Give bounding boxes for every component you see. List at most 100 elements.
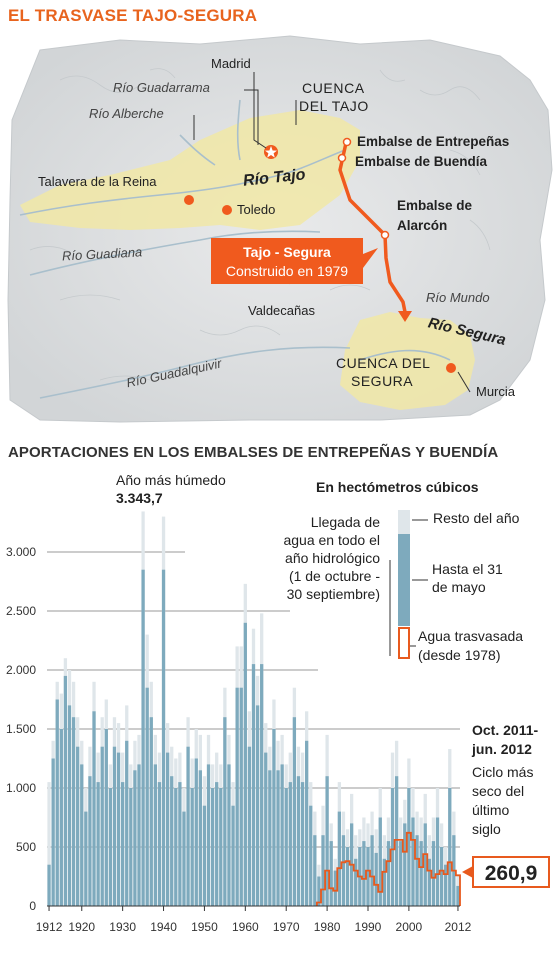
rio-guadarrama-label: Río Guadarrama: [113, 80, 210, 95]
bar-spring-2000: [407, 788, 411, 906]
legend-trasv-label-1: Agua trasvasada: [418, 628, 523, 644]
bar-total-2012: [456, 875, 460, 906]
bar-total-1976: [309, 782, 313, 906]
bar-total-1989: [362, 817, 366, 906]
bar-total-1915: [59, 693, 63, 906]
tajo-river-line: [19, 149, 346, 216]
bar-total-2010: [448, 749, 452, 906]
x-tick-label: 1970: [273, 920, 300, 934]
bar-total-1941: [165, 723, 170, 906]
bar-total-1980: [325, 734, 329, 906]
bar-spring-2010: [448, 788, 452, 906]
rio-guadiana-label: Río Guadiana: [62, 244, 143, 263]
map: Madrid Río Guadarrama Río Alberche CUENC…: [7, 35, 553, 423]
bar-spring-1982: [333, 870, 337, 906]
bar-total-1968: [276, 740, 280, 906]
bar-total-1994: [382, 835, 386, 906]
bar-total-1942: [170, 746, 174, 906]
bar-spring-1991: [370, 835, 374, 906]
bar-spring-1923: [92, 711, 96, 906]
bar-spring-1946: [186, 746, 190, 906]
bar-total-1975: [305, 711, 309, 906]
bar-total-2001: [411, 788, 415, 906]
bar-spring-1935: [141, 569, 145, 906]
bar-spring-1968: [276, 770, 280, 906]
bar-total-1990: [366, 823, 370, 906]
bar-spring-1952: [210, 788, 215, 906]
bar-spring-1926: [104, 729, 108, 906]
bar-total-1977: [313, 811, 317, 906]
x-tick-label: 1940: [150, 920, 177, 934]
bar-spring-1939: [157, 782, 162, 906]
bar-spring-1916: [63, 675, 68, 906]
bar-total-1962: [251, 628, 256, 906]
bar-spring-2011: [452, 835, 456, 906]
bar-total-1945: [182, 788, 186, 906]
bar-total-1923: [92, 681, 96, 906]
bar-total-1970: [284, 764, 288, 906]
toledo-label: Toledo: [237, 202, 275, 217]
legend-hasta-label-2: de mayo: [432, 579, 486, 595]
bar-total-1938: [153, 734, 158, 906]
bar-spring-2005: [427, 858, 431, 906]
bar-total-1935: [141, 511, 145, 906]
bar-spring-1913: [51, 758, 55, 906]
bar-total-1998: [399, 817, 403, 906]
bar-spring-1963: [255, 705, 260, 906]
trasvase-label-box: [211, 238, 363, 284]
bar-total-1951: [206, 734, 211, 906]
bar-spring-1985: [345, 847, 350, 906]
bar-total-1978: [317, 864, 321, 906]
legend-hasta-swatch: [398, 534, 410, 626]
bar-spring-2008: [439, 847, 444, 906]
madrid-star-icon: [264, 145, 278, 159]
wettest-year-label: Año más húmedo: [116, 472, 226, 488]
bar-spring-1990: [366, 847, 370, 906]
bar-total-1992: [374, 829, 378, 906]
bar-total-1949: [198, 734, 202, 906]
bar-total-1956: [227, 734, 231, 906]
alarcon-marker: [380, 230, 390, 240]
bar-spring-1933: [133, 770, 137, 906]
bar-spring-1974: [300, 782, 305, 906]
bar-total-1997: [394, 740, 399, 906]
bar-total-1944: [178, 752, 182, 906]
rio-tajo-label: Río Tajo: [242, 166, 306, 189]
bar-total-2011: [452, 811, 456, 906]
bar-total-1953: [215, 752, 219, 906]
bar-spring-1945: [182, 811, 186, 906]
cuenca-tajo-label-1: CUENCA: [302, 80, 365, 96]
transfer-line: [316, 831, 461, 906]
embalse-alarcon-label-2: Alarcón: [397, 218, 447, 233]
bar-spring-1965: [264, 752, 268, 906]
cuenca-segura-label-2: SEGURA: [351, 373, 413, 389]
bar-total-1979: [321, 805, 325, 906]
bar-total-2002: [415, 811, 419, 906]
bar-spring-1940: [161, 569, 166, 906]
x-tick-label: 1990: [355, 920, 382, 934]
bar-spring-2002: [415, 835, 419, 906]
legend-desc-2: agua en todo el: [283, 532, 380, 548]
driest-period-1: Oct. 2011-: [472, 722, 538, 738]
bar-total-1983: [337, 782, 342, 906]
bar-spring-1914: [55, 699, 59, 906]
bar-spring-1980: [325, 776, 329, 906]
bar-spring-1944: [178, 782, 182, 906]
y-tick-label: 1.000: [6, 781, 36, 795]
bar-spring-2012: [456, 885, 460, 906]
bar-spring-1973: [296, 776, 301, 906]
bar-total-1996: [390, 752, 395, 906]
page-title: EL TRASVASE TAJO-SEGURA: [8, 6, 258, 25]
bar-total-2005: [427, 835, 431, 906]
bar-spring-1948: [194, 758, 198, 906]
bar-total-1993: [378, 788, 382, 906]
bar-spring-1964: [260, 664, 264, 906]
talavera-city-dot: [184, 195, 194, 205]
bar-spring-1987: [354, 858, 358, 906]
embalse-entrepenas-label: Embalse de Entrepeñas: [357, 134, 509, 149]
bar-total-1958: [235, 646, 239, 906]
bar-total-1917: [67, 670, 72, 906]
y-tick-label: 2.500: [6, 604, 36, 618]
bar-spring-1928: [112, 746, 117, 906]
bar-spring-2001: [411, 817, 415, 906]
